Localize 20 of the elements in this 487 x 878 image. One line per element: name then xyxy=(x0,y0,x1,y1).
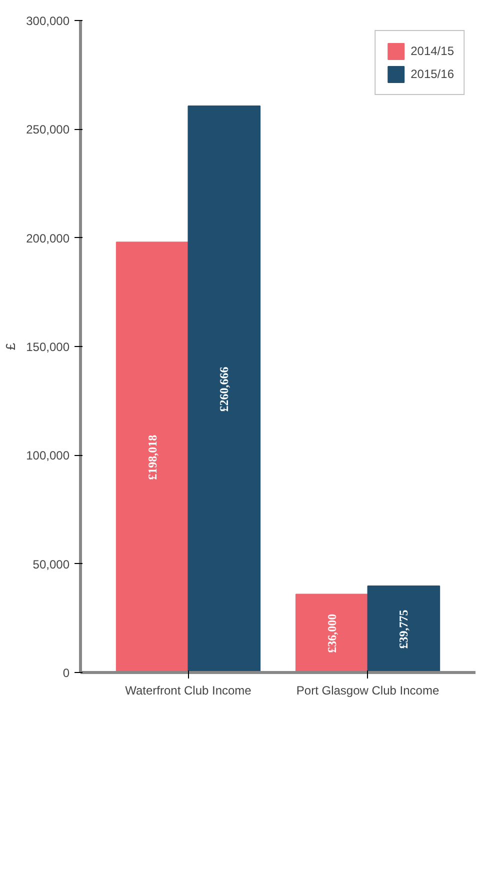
y-axis-title: £ xyxy=(3,342,18,350)
data-label: £260,666 xyxy=(217,366,232,412)
bar xyxy=(367,586,440,672)
y-tick-label: 50,000 xyxy=(32,557,70,572)
legend-label: 2014/15 xyxy=(410,44,454,58)
y-tick-label: 100,000 xyxy=(26,448,70,463)
data-label: £39,775 xyxy=(396,610,411,649)
y-tick-label: 0 xyxy=(62,666,70,680)
legend-label: 2015/16 xyxy=(410,67,454,81)
bar xyxy=(116,242,189,672)
x-tick-label: Port Glasgow Club Income xyxy=(296,684,440,698)
y-tick-label: 300,000 xyxy=(26,14,70,28)
data-label: £198,018 xyxy=(145,434,160,480)
bar xyxy=(295,594,368,672)
y-tick-label: 250,000 xyxy=(26,122,70,137)
y-tick-label: 150,000 xyxy=(26,340,70,354)
x-tick-label: Waterfront Club Income xyxy=(125,684,252,698)
bar xyxy=(188,105,261,672)
data-label: £36,000 xyxy=(324,614,339,653)
y-tick-label: 200,000 xyxy=(26,231,70,246)
